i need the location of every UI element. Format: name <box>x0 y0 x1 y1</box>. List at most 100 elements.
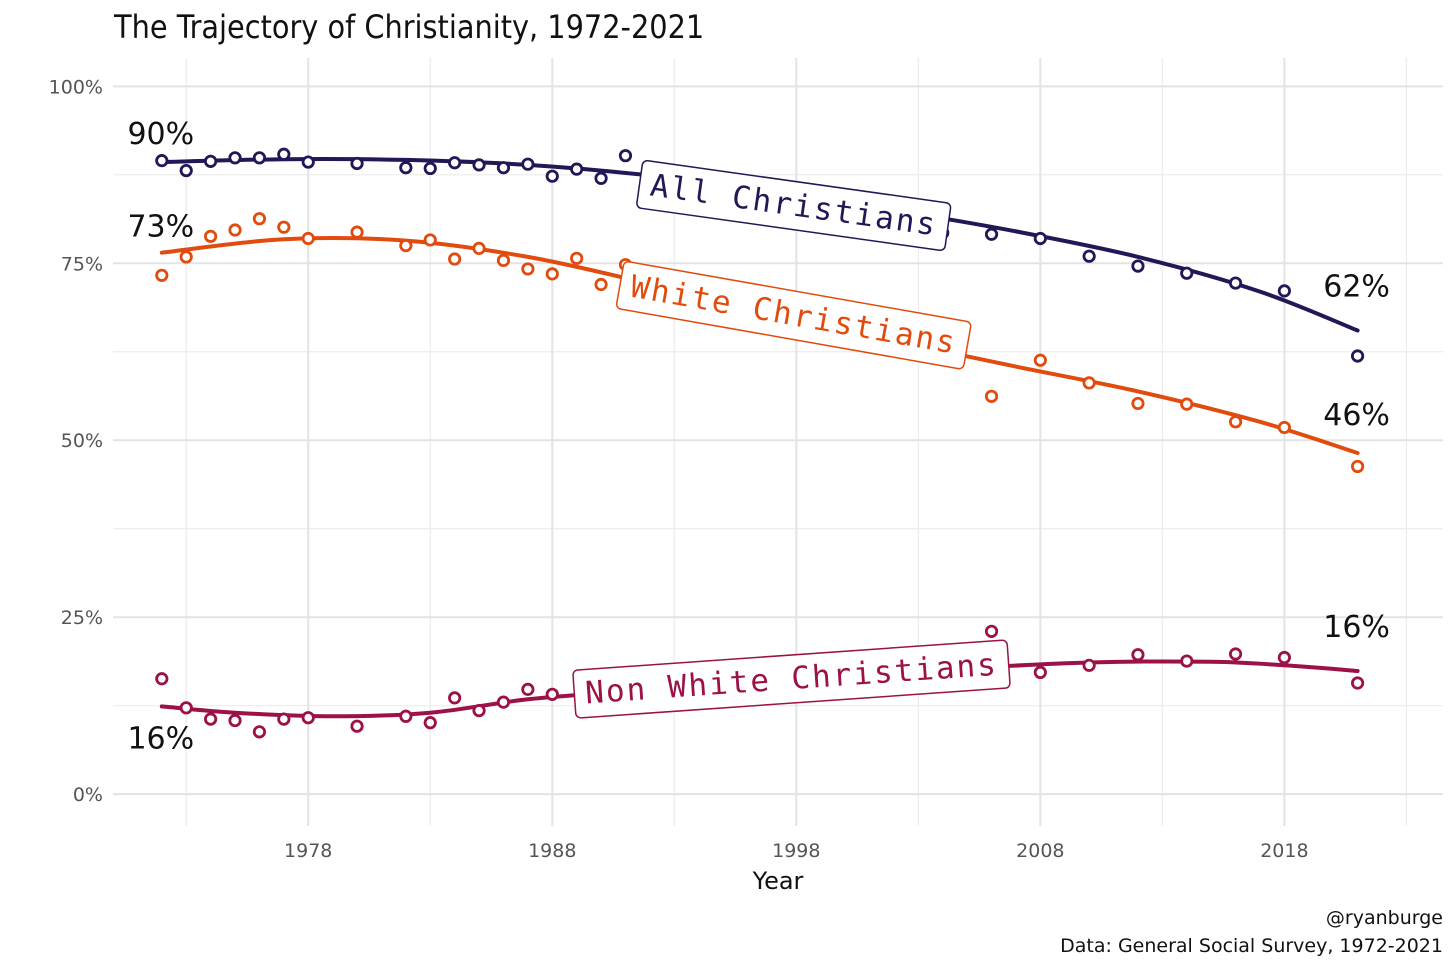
caption-handle: @ryanburge <box>1326 907 1443 929</box>
data-point-all-christians <box>204 154 218 168</box>
x-axis-title: Year <box>752 867 804 895</box>
data-point-non-white-christians <box>204 712 218 726</box>
data-point-non-white-christians <box>1033 665 1047 680</box>
data-point-white-christians <box>350 225 364 239</box>
data-point-all-christians <box>228 151 242 165</box>
data-point-all-christians <box>594 171 608 185</box>
data-point-non-white-christians <box>252 725 267 739</box>
data-point-white-christians <box>204 229 218 243</box>
data-point-all-christians <box>1277 284 1291 298</box>
data-point-white-christians <box>179 250 193 264</box>
data-point-all-christians <box>472 158 486 172</box>
start-value-label-white-christians: 73% <box>127 210 194 245</box>
x-tick-label: 2018 <box>1260 840 1308 862</box>
data-point-all-christians <box>496 161 511 175</box>
series-label-all-christians: All Christians <box>636 159 952 252</box>
x-tick-label: 1978 <box>284 840 332 862</box>
data-point-all-christians <box>521 157 535 171</box>
data-point-white-christians <box>1228 415 1243 429</box>
y-tick-label: 75% <box>61 253 103 275</box>
data-point-white-christians <box>545 267 559 281</box>
data-point-white-christians <box>1180 397 1194 411</box>
data-point-all-christians <box>1228 276 1243 290</box>
y-axis-ticks: 0% 25% 50% 75% 100% <box>49 76 103 806</box>
data-point-white-christians <box>570 251 584 265</box>
x-tick-label: 2008 <box>1016 840 1064 862</box>
start-value-label-all-christians: 90% <box>127 117 194 152</box>
data-point-non-white-christians <box>545 687 559 701</box>
data-point-non-white-christians <box>228 713 242 728</box>
data-point-white-christians <box>1082 376 1096 390</box>
data-point-all-christians <box>1082 249 1096 263</box>
data-point-all-christians <box>1350 349 1365 363</box>
data-point-all-christians <box>1033 231 1047 246</box>
data-point-non-white-christians <box>350 719 364 733</box>
caption-source: Data: General Social Survey, 1972-2021 <box>1060 935 1443 957</box>
x-tick-label: 1988 <box>528 840 576 862</box>
series-label-box <box>636 159 952 252</box>
data-point-non-white-christians <box>984 624 999 638</box>
chart-title: The Trajectory of Christianity, 1972-202… <box>113 8 704 46</box>
data-point-white-christians <box>472 241 486 256</box>
data-point-white-christians <box>399 238 413 253</box>
x-tick-label: 1998 <box>772 840 820 862</box>
data-point-all-christians <box>423 161 437 176</box>
data-point-white-christians <box>496 253 511 268</box>
y-tick-label: 50% <box>61 430 103 452</box>
data-point-non-white-christians <box>179 701 193 715</box>
data-point-all-christians <box>618 149 633 163</box>
data-point-all-christians <box>252 151 267 165</box>
grid <box>113 58 1443 826</box>
data-point-white-christians <box>448 252 462 266</box>
data-point-all-christians <box>448 156 462 170</box>
data-point-non-white-christians <box>399 709 413 723</box>
data-point-all-christians <box>399 161 413 175</box>
data-point-all-christians <box>350 156 364 171</box>
data-point-all-christians <box>570 162 584 176</box>
data-point-all-christians <box>1180 266 1194 280</box>
data-point-all-christians <box>984 227 999 241</box>
data-point-non-white-christians <box>496 695 511 709</box>
data-point-white-christians <box>521 262 535 276</box>
trend-line-white-christians <box>159 235 1360 455</box>
y-tick-label: 0% <box>73 784 103 806</box>
start-value-label-non-white-christians: 16% <box>127 721 194 756</box>
data-point-non-white-christians <box>1350 676 1365 690</box>
data-point-white-christians <box>1277 420 1291 435</box>
data-point-white-christians <box>423 233 437 247</box>
data-point-white-christians <box>1131 396 1145 411</box>
series-white-christians: 73% 46% <box>127 210 1390 474</box>
y-tick-label: 25% <box>61 607 103 629</box>
data-point-non-white-christians <box>1082 658 1096 672</box>
data-point-white-christians <box>228 223 242 237</box>
end-value-label-non-white-christians: 16% <box>1323 610 1390 645</box>
data-point-white-christians <box>1033 353 1047 367</box>
data-point-non-white-christians <box>1277 650 1291 665</box>
data-point-all-christians <box>301 155 315 169</box>
y-tick-label: 100% <box>49 76 103 98</box>
x-axis-ticks: 1978 1988 1998 2008 2018 <box>284 840 1309 862</box>
data-point-white-christians <box>252 212 267 226</box>
data-point-white-christians <box>1350 459 1365 474</box>
data-point-white-christians <box>301 231 315 246</box>
data-point-white-christians <box>155 268 169 282</box>
data-point-non-white-christians <box>423 716 437 730</box>
data-point-all-christians <box>1131 259 1145 273</box>
data-point-non-white-christians <box>472 704 486 718</box>
end-value-label-all-christians: 62% <box>1323 270 1390 305</box>
data-point-all-christians <box>179 163 193 178</box>
data-point-white-christians <box>277 220 291 234</box>
data-point-non-white-christians <box>1131 648 1145 662</box>
data-point-non-white-christians <box>1228 647 1243 661</box>
data-point-non-white-christians <box>277 712 291 726</box>
data-point-all-christians <box>155 154 169 168</box>
data-point-all-christians <box>545 169 559 183</box>
data-point-non-white-christians <box>521 682 535 696</box>
data-point-non-white-christians <box>1180 654 1194 668</box>
end-value-label-white-christians: 46% <box>1323 398 1390 433</box>
data-point-white-christians <box>984 389 999 403</box>
data-point-white-christians <box>594 277 608 292</box>
series-label-text: All Christians <box>648 168 939 244</box>
